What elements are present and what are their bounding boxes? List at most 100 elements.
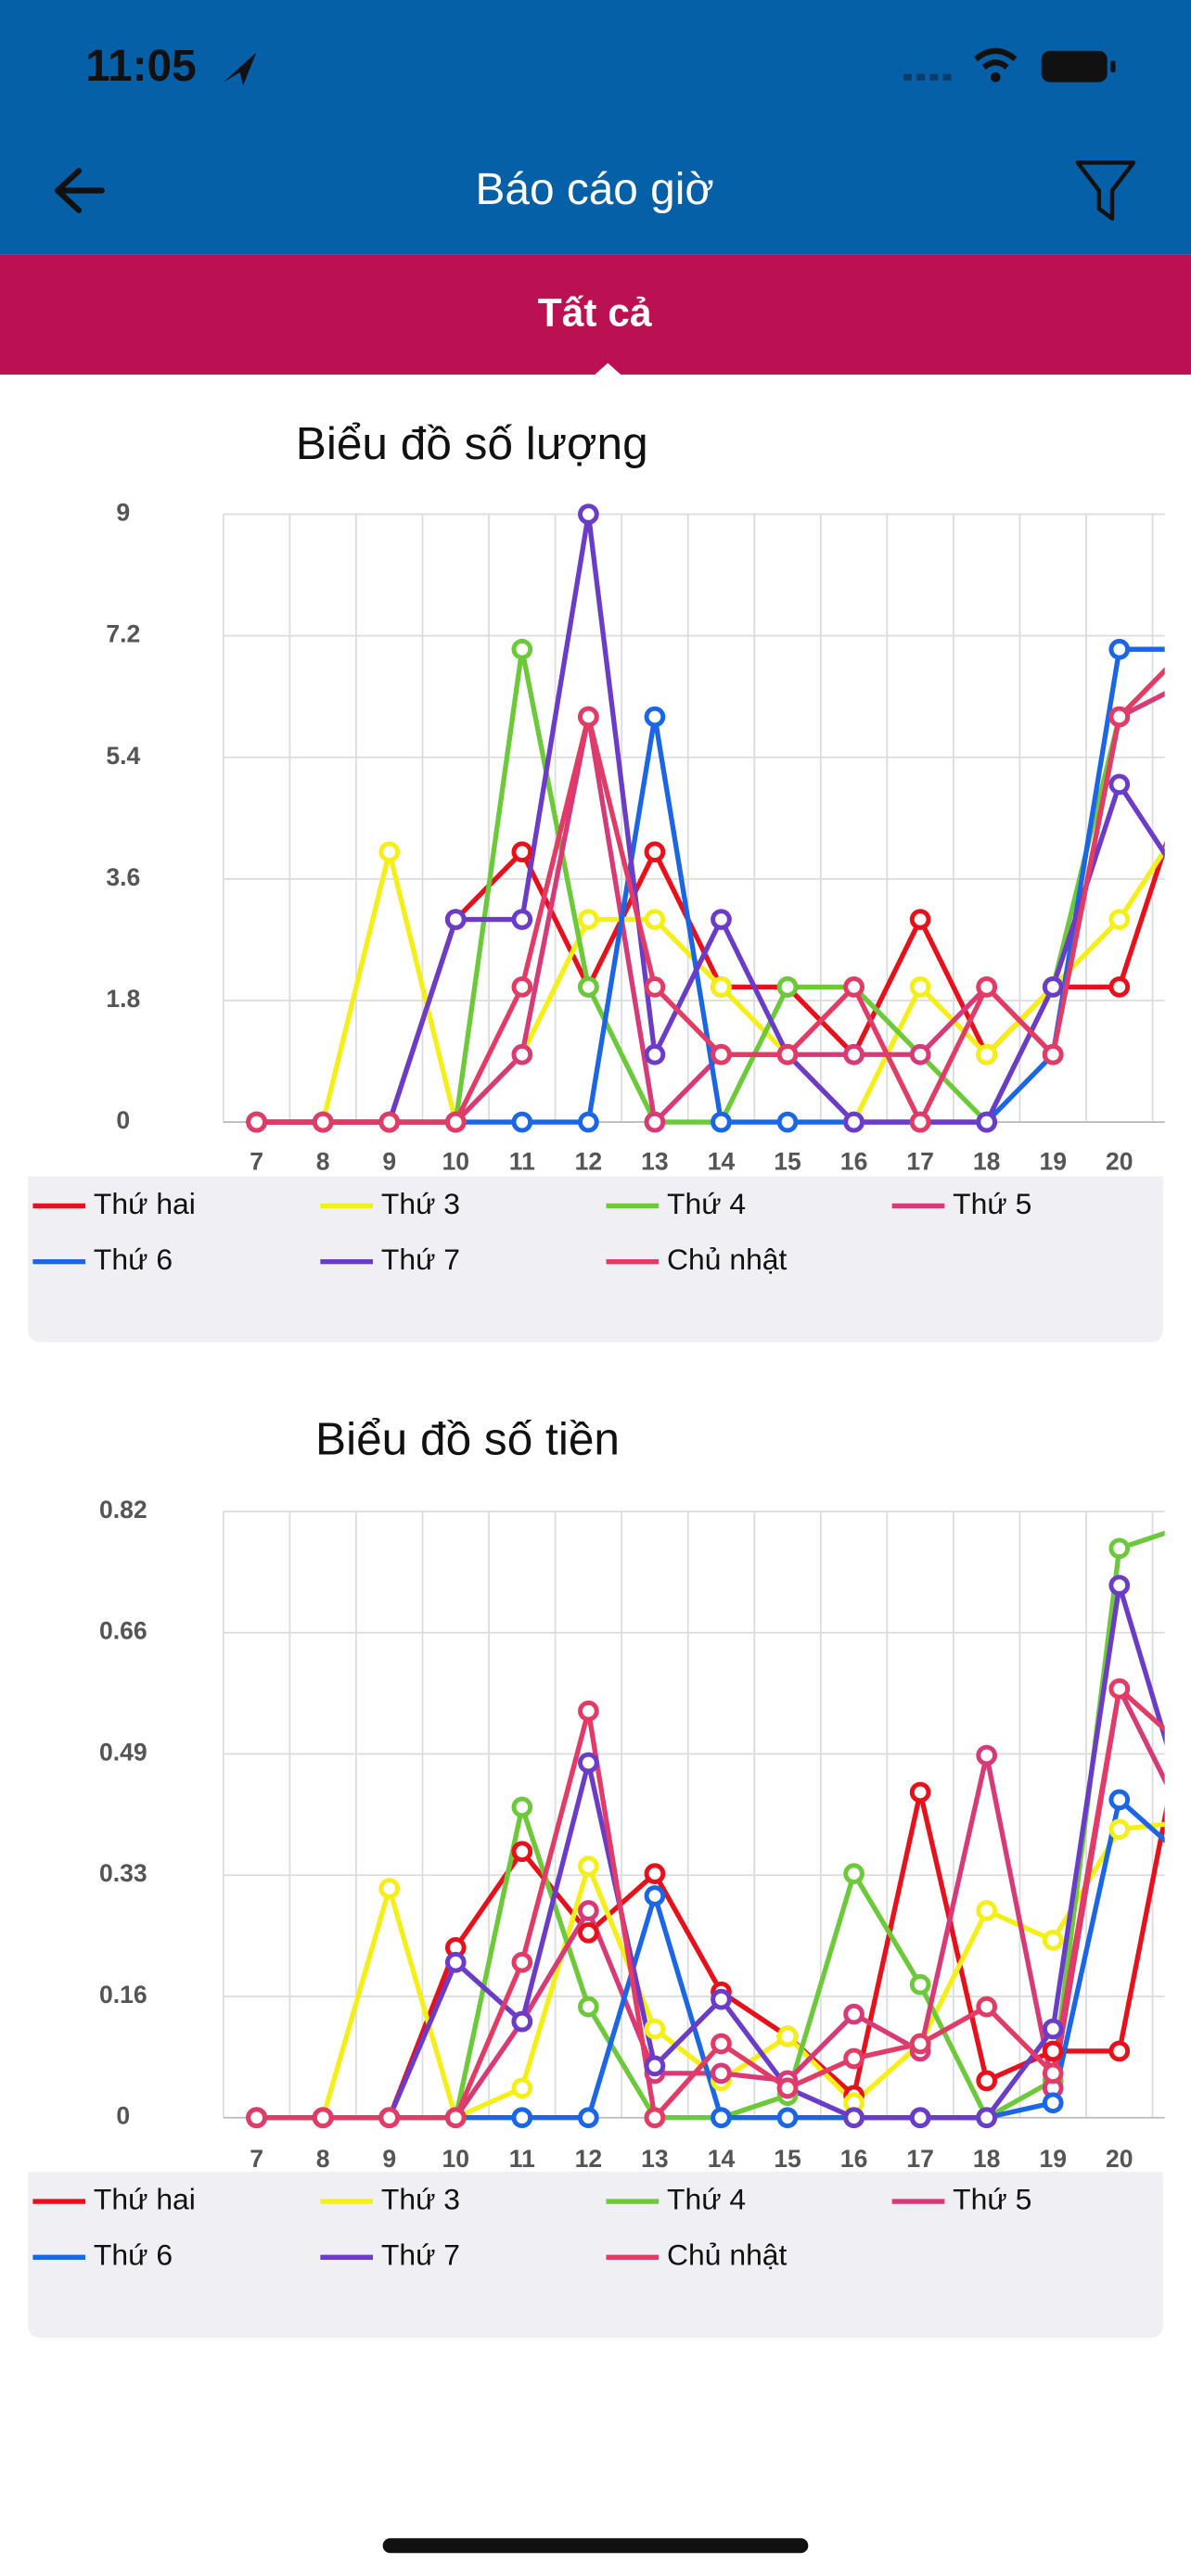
point (1177, 675, 1191, 692)
point (976, 1996, 998, 2018)
point (644, 1863, 666, 1884)
tab[interactable]: Tất cả (538, 291, 652, 335)
y-tick-label: 0.82 (99, 1496, 147, 1524)
point (976, 976, 998, 998)
point (644, 1043, 666, 1065)
x-tick-label: 16 (840, 1147, 868, 1175)
point (1108, 2040, 1131, 2062)
x-tick-label: 18 (973, 1147, 1001, 1175)
point (1042, 1930, 1064, 1951)
point (976, 1744, 998, 1766)
point (1108, 909, 1131, 930)
x-tick-label: 10 (442, 1147, 470, 1175)
legend-label: Thứ 4 (667, 1187, 746, 1220)
series-line (256, 511, 1165, 1125)
location-icon (223, 52, 257, 86)
point (644, 909, 666, 930)
point (843, 1863, 864, 1884)
point (1042, 1043, 1064, 1065)
y-tick-label: 3.6 (106, 863, 140, 891)
point (511, 2010, 533, 2033)
legend-box (28, 2172, 1163, 2339)
x-tick-label: 14 (708, 1147, 736, 1175)
chart-title: Biểu đồ số lượng (296, 417, 648, 469)
point (578, 1922, 599, 1944)
point (909, 2033, 931, 2055)
legend-label: Chủ nhật (667, 2238, 787, 2272)
series-line (256, 840, 1165, 1125)
plot (246, 1530, 1191, 2129)
point (511, 976, 533, 998)
point (1177, 1814, 1191, 1830)
point (378, 2107, 401, 2129)
x-tick-label: 13 (641, 2145, 669, 2173)
x-tick-label: 9 (382, 2145, 396, 2173)
point (1177, 641, 1191, 657)
legend-label: Thứ 6 (94, 2238, 173, 2272)
point (511, 638, 533, 660)
wifi-dot (990, 71, 1001, 83)
x-tick-label: 19 (1039, 2145, 1067, 2173)
filter-button[interactable] (1075, 160, 1136, 221)
status-time: 11:05 (85, 42, 197, 91)
x-tick-label: 10 (442, 2145, 470, 2173)
back-button[interactable] (54, 168, 105, 213)
point (711, 2062, 732, 2085)
point (578, 976, 599, 998)
point (644, 1885, 666, 1906)
point (578, 1752, 599, 1774)
point (511, 1043, 533, 1065)
home-indicator (382, 2538, 809, 2554)
point (644, 2107, 666, 2129)
point (1108, 638, 1131, 660)
y-tick-label: 5.4 (106, 742, 140, 770)
legend-label: Thứ 6 (94, 1243, 173, 1276)
legend-label: Thứ hai (94, 2182, 196, 2215)
point (1108, 1537, 1131, 1560)
point (312, 1111, 334, 1133)
x-tick-label: 8 (316, 2145, 330, 2173)
y-tick-label: 0 (116, 1106, 130, 1134)
legend-label: Thứ 7 (381, 1243, 460, 1276)
x-tick-label: 16 (840, 2145, 868, 2173)
point (378, 1878, 401, 1899)
point (644, 976, 666, 998)
point (644, 2018, 666, 2040)
point (378, 1111, 401, 1133)
point (976, 2107, 998, 2129)
point (444, 1111, 467, 1133)
point (511, 1951, 533, 1973)
point (909, 1781, 931, 1804)
point (644, 841, 666, 863)
point (1177, 1740, 1191, 1756)
point (578, 1111, 599, 1133)
x-tick-label: 12 (575, 2145, 603, 2173)
point (578, 1900, 599, 1921)
point (711, 1111, 732, 1133)
x-tick-label: 17 (906, 1147, 934, 1175)
point (1177, 776, 1191, 793)
point (578, 706, 599, 728)
point (976, 1900, 998, 1921)
y-tick-label: 9 (116, 499, 130, 527)
point (976, 2070, 998, 2092)
point (1177, 1814, 1191, 1830)
x-tick-label: 12 (575, 1147, 603, 1175)
point (578, 2107, 599, 2129)
point (1108, 706, 1131, 728)
point (776, 2077, 799, 2099)
point (1108, 1575, 1131, 1597)
legend-label: Thứ 5 (953, 2182, 1031, 2215)
point (976, 1111, 998, 1133)
point (511, 841, 533, 863)
battery-icon (1041, 50, 1108, 83)
point (1177, 810, 1191, 826)
tab-indicator (593, 363, 623, 376)
x-tick-label: 20 (1106, 2145, 1133, 2173)
point (1042, 2092, 1064, 2114)
legend-label: Thứ 3 (381, 2182, 460, 2215)
legend-label: Chủ nhật (667, 1243, 787, 1276)
y-tick-label: 0.16 (99, 1981, 147, 2009)
y-tick-label: 0.33 (99, 1859, 147, 1887)
